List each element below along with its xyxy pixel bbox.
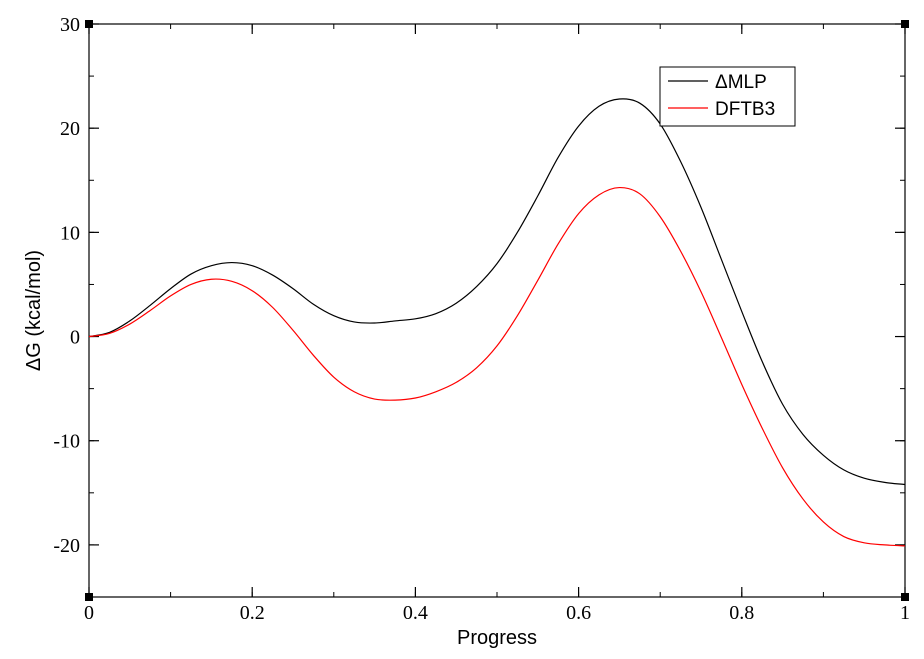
x-tick-label: 0.8	[729, 602, 754, 624]
legend-entry-dmlp: ΔMLP	[715, 72, 767, 93]
x-axis-label: Progress	[457, 627, 537, 649]
series-line-dmlp	[88, 98, 906, 486]
y-tick-label: -20	[53, 535, 80, 557]
x-tick-label: 0.6	[566, 602, 591, 624]
x-tick-label: 0	[84, 602, 94, 624]
y-tick-label: 30	[60, 14, 80, 36]
legend: ΔMLP DFTB3	[659, 66, 796, 127]
series-line-dftb3	[88, 186, 906, 547]
y-tick-label: 10	[60, 222, 80, 244]
y-tick-label: -10	[53, 431, 80, 453]
x-tick-label: 0.4	[403, 602, 428, 624]
x-tick-label: 0.2	[240, 602, 265, 624]
legend-box	[659, 66, 796, 127]
series-lines	[88, 98, 906, 547]
tick-labels: 0 0.2 0.4 0.6 0.8 1 -20 -10 0 10 20 30	[53, 14, 910, 624]
y-axis-label: ΔG (kcal/mol)	[23, 250, 45, 371]
x-tick-label: 1	[900, 602, 910, 624]
axis-ticks	[88, 23, 906, 598]
y-tick-label: 20	[60, 118, 80, 140]
legend-entry-dftb3: DFTB3	[715, 99, 775, 120]
y-tick-label: 0	[70, 327, 80, 349]
